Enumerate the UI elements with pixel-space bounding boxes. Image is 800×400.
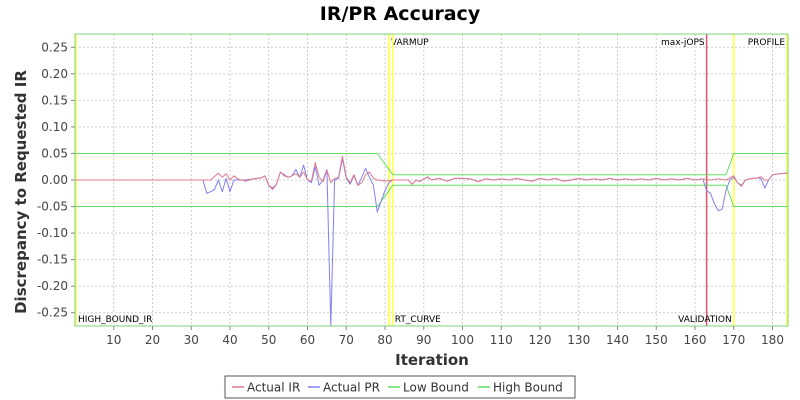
y-tick-label: 0.25	[41, 40, 68, 54]
marker-label-max-jops: max-jOPS	[661, 38, 705, 48]
x-tick-label: 80	[377, 333, 392, 347]
legend-item-low-bound: Low Bound	[388, 381, 469, 395]
legend-label: High Bound	[493, 381, 563, 395]
y-tick-label: 0.20	[41, 67, 68, 81]
y-axis-ticks: 0.25 0.20 0.15 0.10 0.05 0.00 -0.05 -0.10 -0.15 -…	[37, 40, 75, 320]
y-tick-label: 0.15	[41, 93, 68, 107]
x-tick-label: 170	[722, 333, 745, 347]
x-axis-label: Iteration	[395, 351, 469, 369]
legend-item-high-bound: High Bound	[478, 381, 563, 395]
y-tick-label: -0.20	[37, 279, 68, 293]
y-axis-label: Discrepancy to Requested IR	[12, 70, 30, 314]
x-tick-label: 180	[761, 333, 784, 347]
marker-label-high-bound-ir: HIGH_BOUND_IR	[78, 315, 152, 325]
x-tick-label: 140	[606, 333, 629, 347]
marker-label-varmup: VARMUP	[391, 38, 429, 48]
x-tick-label: 90	[416, 333, 431, 347]
x-tick-label: 50	[261, 333, 276, 347]
marker-label-rt-curve: RT_CURVE	[395, 315, 441, 325]
x-tick-label: 120	[529, 333, 552, 347]
y-tick-label: -0.10	[37, 226, 68, 240]
y-tick-label: -0.05	[37, 200, 68, 214]
legend-item-actual-ir: Actual IR	[232, 381, 300, 395]
legend-label: Actual PR	[323, 381, 380, 395]
x-tick-label: 100	[451, 333, 474, 347]
chart-title: IR/PR Accuracy	[320, 3, 481, 25]
marker-label-validation: VALIDATION	[678, 315, 732, 325]
x-tick-label: 40	[222, 333, 237, 347]
x-tick-label: 10	[106, 333, 121, 347]
legend-label: Low Bound	[403, 381, 469, 395]
y-tick-label: 0.00	[41, 173, 68, 187]
x-tick-label: 150	[645, 333, 668, 347]
legend-label: Actual IR	[247, 381, 300, 395]
y-tick-label: 0.10	[41, 120, 68, 134]
x-tick-label: 160	[684, 333, 707, 347]
x-tick-label: 110	[490, 333, 513, 347]
legend: Actual IR Actual PR Low Bound High Bound	[224, 375, 576, 399]
legend-item-actual-pr: Actual PR	[308, 381, 380, 395]
series-lines	[75, 153, 789, 327]
x-tick-label: 20	[145, 333, 160, 347]
x-axis-ticks: 10 20 30 40 50 60 70 80 90 100 110 120 130 140 150 160 1…	[106, 326, 784, 347]
series-line-actual-ir	[75, 155, 789, 191]
y-tick-label: -0.15	[37, 253, 68, 267]
y-tick-label: -0.25	[37, 306, 68, 320]
x-tick-label: 130	[567, 333, 590, 347]
x-tick-label: 60	[300, 333, 315, 347]
y-tick-label: 0.05	[41, 146, 68, 160]
legend-items: Actual IR Actual PR Low Bound High Bound	[232, 381, 563, 395]
series-line-low-bound	[75, 184, 788, 207]
x-tick-label: 30	[184, 333, 199, 347]
x-tick-label: 70	[339, 333, 354, 347]
series-line-high-bound	[75, 153, 788, 176]
marker-label-profile: PROFILE	[748, 38, 786, 48]
